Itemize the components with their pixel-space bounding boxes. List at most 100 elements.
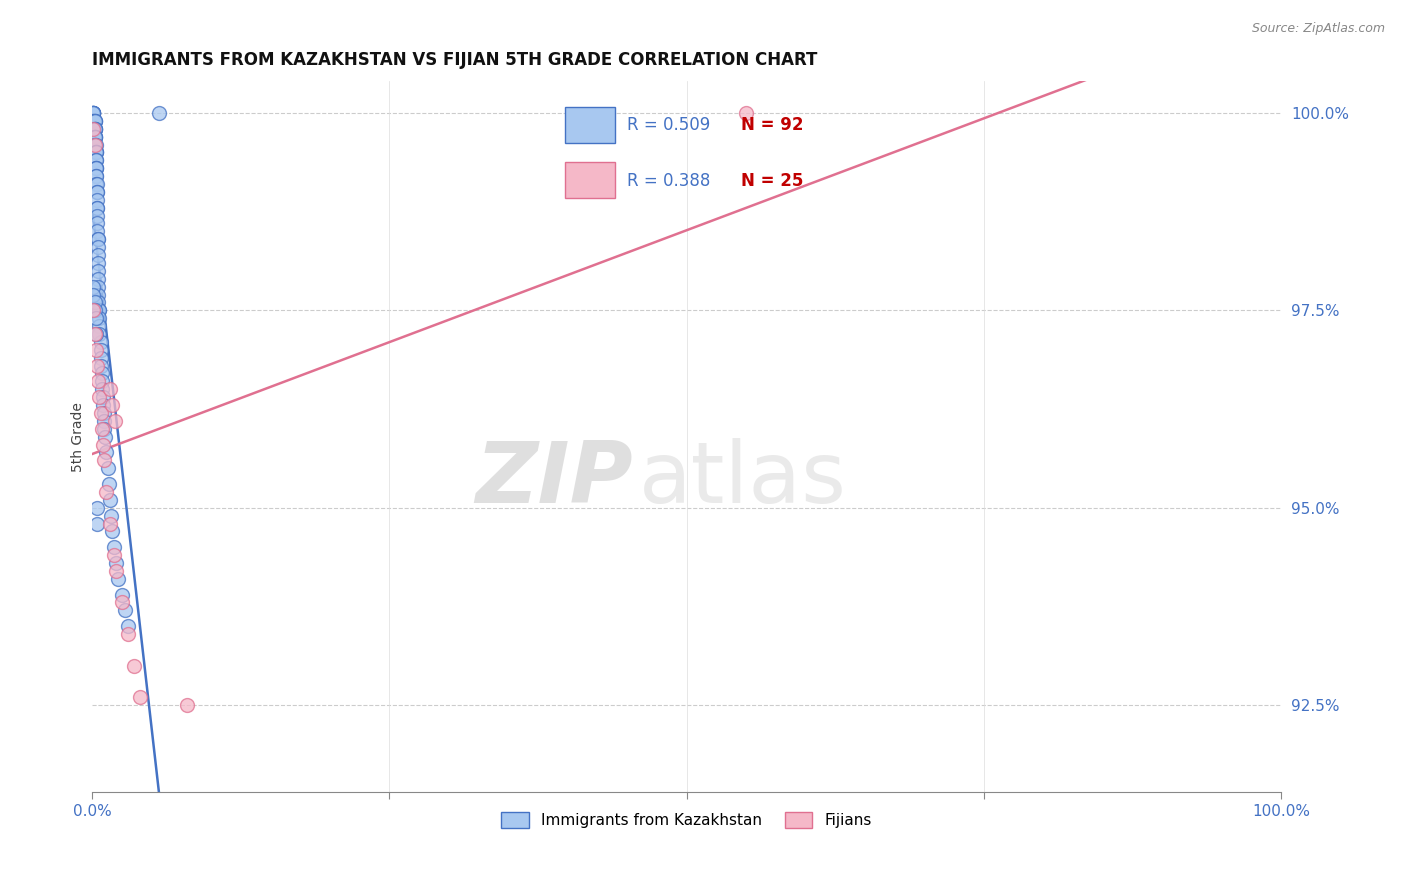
Point [87,240,110,254]
Point [90,375,112,389]
Point [91,437,114,451]
Point [87,232,110,246]
Point [83,295,105,310]
Point [101,398,124,412]
Point [86,516,108,531]
Point [89,406,111,420]
Point [82,106,104,120]
Point [111,595,134,609]
Text: ZIP: ZIP [475,438,633,521]
Point [97,477,120,491]
Point [91,390,114,404]
Point [104,564,127,578]
Point [83,129,105,144]
Point [96,484,118,499]
Point [82,106,104,120]
Point [86,201,108,215]
Point [83,113,105,128]
Point [89,303,111,318]
Point [100,508,122,523]
Point [83,121,105,136]
Point [87,295,110,310]
Y-axis label: 5th Grade: 5th Grade [72,401,86,472]
Point [103,540,125,554]
Point [84,326,107,341]
Point [83,129,105,144]
Point [83,303,105,318]
Point [98,382,121,396]
Point [89,311,111,326]
Point [86,359,108,373]
Point [97,461,120,475]
Point [84,145,107,160]
Point [103,548,125,562]
Point [84,145,107,160]
Point [735,106,758,120]
Point [148,106,170,120]
Point [83,326,105,341]
Point [84,343,107,357]
Point [83,137,105,152]
Point [86,201,108,215]
Point [87,375,110,389]
Point [82,303,104,318]
Point [86,217,108,231]
Point [82,106,104,120]
Point [89,351,111,365]
Point [122,658,145,673]
Point [96,445,118,459]
Point [89,319,111,334]
Point [83,121,105,136]
Point [86,209,108,223]
Point [93,414,115,428]
Point [98,516,121,531]
Point [84,311,107,326]
Point [84,169,107,183]
Point [83,121,105,136]
Point [104,556,127,570]
Point [84,169,107,183]
Point [84,161,107,176]
Point [84,177,107,191]
Point [87,256,110,270]
Point [84,153,107,168]
Point [98,492,121,507]
Point [111,588,134,602]
Point [83,137,105,152]
Point [101,524,124,539]
Point [89,303,111,318]
Point [176,698,198,712]
Point [82,113,104,128]
Point [87,279,110,293]
Point [84,137,107,152]
Point [89,326,111,341]
Point [93,422,115,436]
Point [82,106,104,120]
Point [83,129,105,144]
Point [117,627,139,641]
Point [82,106,104,120]
Point [82,113,104,128]
Point [84,161,107,176]
Point [82,106,104,120]
Point [107,572,129,586]
Point [82,287,104,301]
Point [87,264,110,278]
Point [83,113,105,128]
Point [87,287,110,301]
Point [86,177,108,191]
Point [117,619,139,633]
Text: Source: ZipAtlas.com: Source: ZipAtlas.com [1251,22,1385,36]
Point [89,343,111,357]
Point [83,121,105,136]
Point [86,500,108,515]
Point [93,453,115,467]
Point [89,334,111,349]
Point [84,145,107,160]
Point [90,382,112,396]
Point [86,185,108,199]
Point [89,390,111,404]
Point [84,161,107,176]
Point [89,359,111,373]
Point [84,153,107,168]
